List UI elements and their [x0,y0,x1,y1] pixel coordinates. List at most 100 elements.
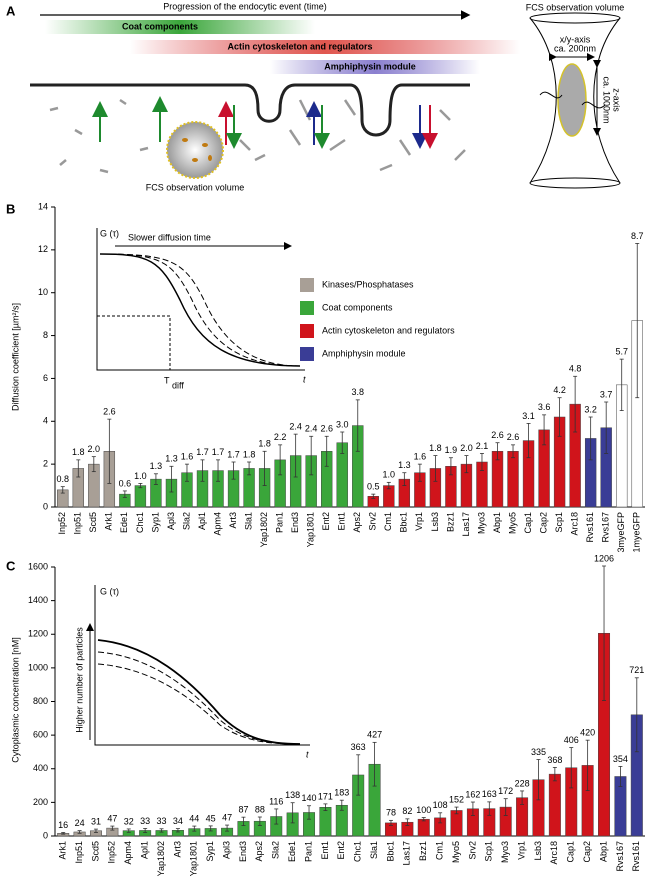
panel-letter: A [6,3,16,18]
value-label: 2.6 [491,430,504,440]
legend-label: Amphiphysin module [322,348,406,358]
value-label: 171 [318,791,333,801]
legend-swatch [300,347,314,361]
x-tick-label: Abp1 [492,512,502,533]
value-label: 172 [498,786,513,796]
x-tick-label: End3 [290,512,300,533]
value-label: 2.6 [320,424,333,434]
y-tick-label: 6 [43,373,48,383]
value-label: 45 [206,813,216,823]
xy-size-label: ca. 200nm [554,43,596,53]
value-label: 16 [58,820,68,830]
x-tick-label: Syp1 [205,841,215,862]
value-label: 1.6 [414,452,427,462]
panel-a: A Progression of the endocytic event (ti… [6,1,624,192]
focal-volume [557,63,587,137]
x-tick-label: Sla1 [369,841,379,859]
x-tick-label: Myo5 [451,841,461,863]
y-tick-label: 8 [43,330,48,340]
legend-swatch [300,324,314,338]
x-tick-label: 1myeGFP [632,512,642,553]
x-tick-label: Cap1 [566,841,576,863]
inset-curve [99,253,301,367]
x-tick-label: Apl1 [197,512,207,530]
y-axis-label: Cytoplasmic concentration [nM] [10,637,20,763]
inset-c: Higher number of particles G (τ) t [74,585,310,759]
coat-bar [45,20,315,34]
x-tick-label: Rvs161 [631,841,641,872]
inset-curve [97,663,301,745]
x-tick-label: Cm1 [435,841,445,860]
x-tick-label: Ent2 [321,512,331,531]
inset-marker-subscript: diff [172,380,184,390]
value-label: 335 [531,747,546,757]
y-axis-label: Diffusion coefficient [µm²/s] [10,303,20,411]
inset-arrow-label: Slower diffusion time [128,232,211,242]
x-tick-label: Sla2 [181,512,191,530]
z-size-label: ca. 1000nm [602,76,612,123]
x-tick-label: Sla1 [243,512,253,530]
chart: B Diffusion coefficient [µm²/s] 0 2 4 6 8 10 12 1… [6,201,645,553]
y-tick-label: 0 [43,501,48,511]
x-tick-label: Art3 [228,512,238,529]
value-label: 1.0 [134,471,147,481]
inset-axes [96,228,305,371]
y-tick-label: 12 [38,244,48,254]
x-tick-label: Lsb3 [430,512,440,532]
value-label: 44 [189,813,199,823]
y-tick-label: 1400 [28,595,48,605]
x-tick-label: Bzz1 [445,512,455,532]
x-tick-label: Yap1802 [156,841,166,876]
legend-label: Actin cytoskeleton and regulators [322,325,455,335]
legend-swatch [300,301,314,315]
value-label: 5.7 [615,347,628,357]
hourglass-bottom [529,177,621,189]
x-tick-label: Myo3 [500,841,510,863]
amphiphysin-label: Amphiphysin module [324,61,416,71]
x-tick-label: Apl3 [166,512,176,530]
value-label: 2.4 [289,422,302,432]
x-tick-label: Srv2 [467,841,477,860]
legend-label: Kinases/Phosphatases [322,279,414,289]
value-label: 1.7 [212,447,225,457]
value-label: 183 [334,788,349,798]
value-label: 100 [416,805,431,815]
hourglass-top [529,12,621,24]
particles [182,138,212,162]
x-tick-label: Ent2 [336,841,346,860]
inset-x-label: t [306,749,309,759]
value-label: 0.6 [119,478,132,488]
x-tick-label: Bbc1 [385,841,395,862]
value-label: 47 [222,812,232,822]
x-tick-label: Apl1 [140,841,150,859]
x-tick-label: Ent1 [320,841,330,860]
inset-y-label: G (τ) [100,228,119,238]
bar [319,807,332,837]
x-tick-label: Bzz1 [418,841,428,861]
bar [134,485,147,508]
x-tick-label: Cap2 [538,512,548,534]
value-label: 87 [238,805,248,815]
value-label: 82 [402,806,412,816]
value-label: 33 [140,816,150,826]
value-label: 8.7 [631,231,644,241]
value-label: 88 [255,804,265,814]
x-tick-label: Arc18 [549,841,559,865]
value-label: 363 [351,742,366,752]
bar [450,810,463,837]
coat-label: Coat components [122,21,198,31]
y-tick-label: 1200 [28,629,48,639]
value-label: 33 [157,816,167,826]
x-tick-label: Scp1 [484,841,494,862]
bar [507,451,519,508]
value-label: 152 [449,794,464,804]
x-tick-label: Sla2 [271,841,281,859]
x-tick-label: Las17 [402,841,412,866]
inset-y-label: G (τ) [100,586,119,596]
x-tick-label: Srv2 [368,512,378,531]
x-tick-label: Ark1 [104,512,114,531]
value-label: 2.4 [305,424,318,434]
x-tick-label: Art3 [172,841,182,858]
value-label: 721 [629,665,644,675]
